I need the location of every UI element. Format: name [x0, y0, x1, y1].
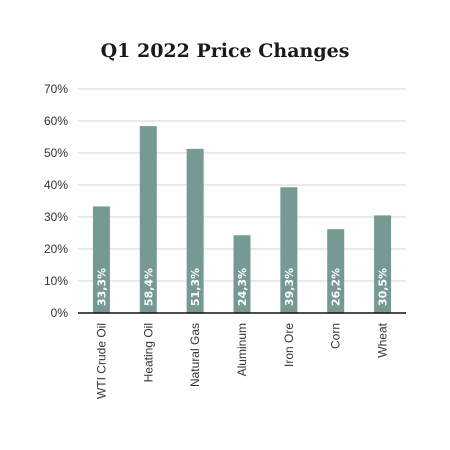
category-label: WTI Crude Oil	[94, 323, 108, 399]
category-label: Heating Oil	[141, 323, 155, 382]
bar	[233, 235, 251, 313]
category-labels: WTI Crude Oil Heating Oil Natural Gas Alumi…	[94, 322, 389, 399]
bar	[374, 215, 392, 313]
data-label: 39,3%	[283, 268, 296, 306]
category-label: Wheat	[376, 322, 390, 357]
bar	[186, 148, 204, 313]
y-tick-label: 70%	[44, 82, 68, 96]
y-tick-label: 60%	[44, 114, 68, 128]
category-label: Corn	[329, 323, 343, 349]
y-tick-label: 0%	[51, 306, 69, 320]
bar	[280, 187, 298, 313]
category-label: Iron Ore	[282, 323, 296, 367]
data-label: 24,3%	[236, 268, 249, 306]
data-label: 30,5%	[377, 268, 390, 306]
category-label: Natural Gas	[188, 323, 202, 387]
y-tick-label: 20%	[44, 242, 68, 256]
y-tick-label: 10%	[44, 274, 68, 288]
bar	[139, 126, 157, 314]
data-labels: 33,3% 58,4% 51,3% 24,3% 39,3% 26,2% 30,5%	[95, 268, 389, 306]
data-label: 33,3%	[95, 268, 108, 306]
y-tick-label: 40%	[44, 178, 68, 192]
gridlines	[78, 88, 406, 282]
y-axis-ticks: 0% 10% 20% 30% 40% 50% 60% 70%	[44, 82, 68, 320]
bar	[327, 229, 345, 313]
bar	[92, 206, 110, 313]
chart-title: Q1 2022 Price Changes	[101, 40, 350, 62]
y-tick-label: 50%	[44, 146, 68, 160]
category-label: Aluminum	[235, 323, 249, 376]
y-tick-label: 30%	[44, 210, 68, 224]
bars	[92, 126, 392, 314]
data-label: 51,3%	[189, 268, 202, 306]
data-label: 58,4%	[142, 268, 155, 306]
data-label: 26,2%	[330, 268, 343, 306]
